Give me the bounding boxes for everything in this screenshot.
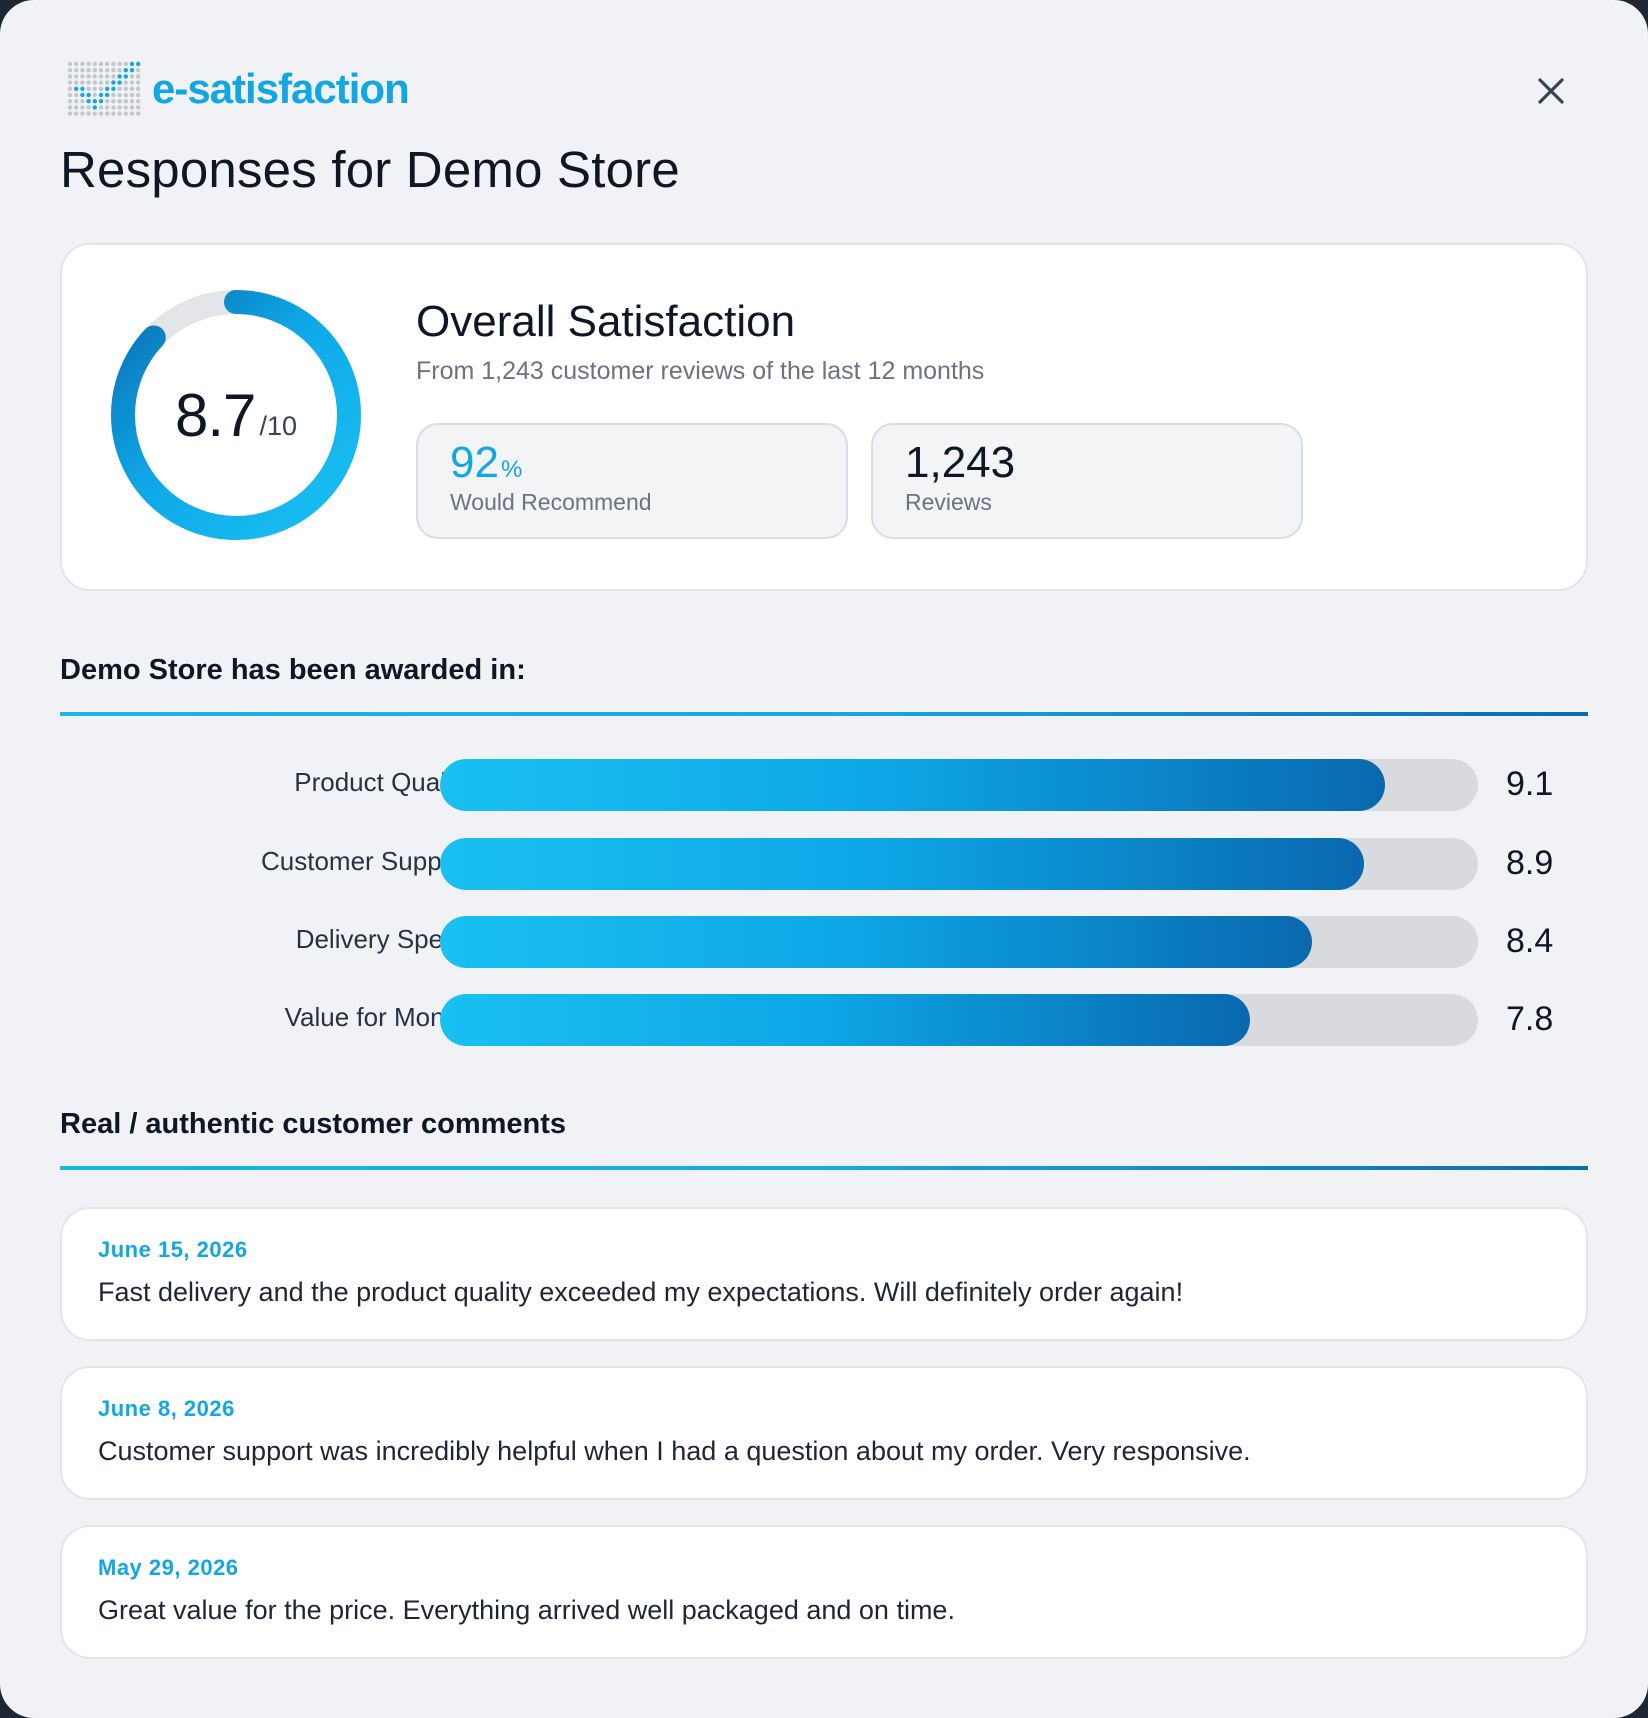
checkmark-dots-icon xyxy=(67,61,141,116)
award-bar-fill xyxy=(440,916,1312,968)
overall-score: 8.7 xyxy=(175,381,256,449)
comment-text: Customer support was incredibly helpful … xyxy=(98,1436,1251,1466)
awards-heading: Demo Store has been awarded in: xyxy=(60,654,526,686)
recommend-value: 92 xyxy=(450,438,499,487)
comments-heading: Real / authentic customer comments xyxy=(60,1108,567,1140)
comment-card: May 29, 2026 Great value for the price. … xyxy=(60,1525,1588,1659)
award-bar-fill xyxy=(440,838,1364,890)
reviews-value: 1,243 xyxy=(905,438,1016,487)
brand-name: e-satisfaction xyxy=(152,65,410,112)
reviews-label: Reviews xyxy=(905,489,992,515)
award-row-delivery-speed: Delivery Speed 8.4 xyxy=(60,916,1588,968)
awards-divider xyxy=(60,712,1588,716)
comment-text: Fast delivery and the product quality ex… xyxy=(98,1277,1184,1307)
brand-logo: e-satisfaction xyxy=(66,60,410,118)
award-value: 8.9 xyxy=(1506,844,1554,882)
award-bar-track xyxy=(440,916,1478,968)
overall-satisfaction-card: 8.7 /10 Overall Satisfaction From 1,243 … xyxy=(60,243,1588,591)
comment-card: June 15, 2026 Fast delivery and the prod… xyxy=(60,1207,1588,1341)
comment-date: June 15, 2026 xyxy=(98,1237,248,1262)
comments-divider xyxy=(60,1166,1588,1170)
award-bar-track xyxy=(440,838,1478,890)
overall-title: Overall Satisfaction xyxy=(416,297,796,346)
reviews-stat: 1,243 Reviews xyxy=(871,423,1303,539)
award-bar-fill xyxy=(440,994,1250,1046)
award-row-customer-support: Customer Support 8.9 xyxy=(60,838,1588,890)
score-max: /10 xyxy=(259,410,297,441)
comment-date: May 29, 2026 xyxy=(98,1555,239,1580)
score-gauge xyxy=(111,290,361,540)
comment-text: Great value for the price. Everything ar… xyxy=(98,1595,955,1625)
award-bar-track xyxy=(440,994,1478,1046)
gauge-progress-arc xyxy=(111,290,361,540)
recommend-unit: % xyxy=(500,456,523,483)
award-bar-track xyxy=(440,759,1478,811)
comment-card: June 8, 2026 Customer support was incred… xyxy=(60,1366,1588,1500)
award-value: 7.8 xyxy=(1506,1000,1554,1038)
award-label: Customer Support xyxy=(261,846,472,876)
award-value: 8.4 xyxy=(1506,922,1554,960)
overall-subtitle: From 1,243 customer reviews of the last … xyxy=(416,357,985,385)
award-bar-fill xyxy=(440,759,1385,811)
page-title: Responses for Demo Store xyxy=(60,141,680,198)
award-row-value-for-money: Value for Money 7.8 xyxy=(60,994,1588,1046)
recommend-label: Would Recommend xyxy=(450,489,652,515)
close-icon[interactable] xyxy=(1530,70,1572,112)
score-display: 8.7 /10 xyxy=(106,285,366,545)
award-row-product-quality: Product Quality 9.1 xyxy=(60,759,1588,811)
comment-date: June 8, 2026 xyxy=(98,1396,235,1421)
award-value: 9.1 xyxy=(1506,765,1554,803)
recommend-stat: 92% Would Recommend xyxy=(416,423,848,539)
